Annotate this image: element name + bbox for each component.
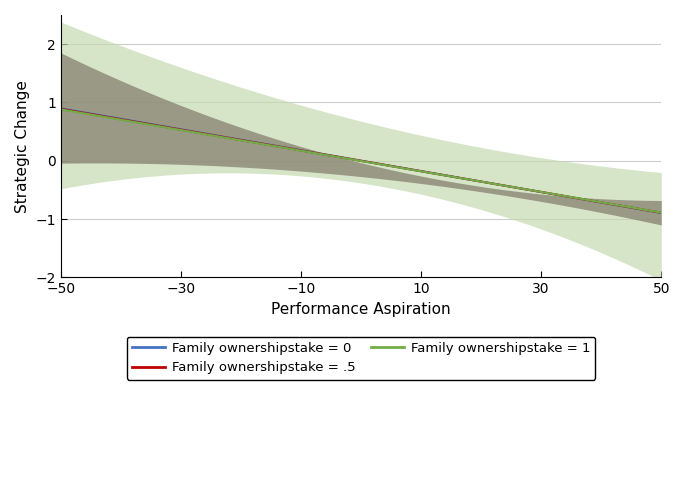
Y-axis label: Strategic Change: Strategic Change bbox=[15, 80, 30, 213]
Legend: Family ownershipstake = 0, Family ownershipstake = .5, Family ownershipstake = 1: Family ownershipstake = 0, Family owners… bbox=[127, 337, 595, 380]
X-axis label: Performance Aspiration: Performance Aspiration bbox=[271, 302, 451, 317]
